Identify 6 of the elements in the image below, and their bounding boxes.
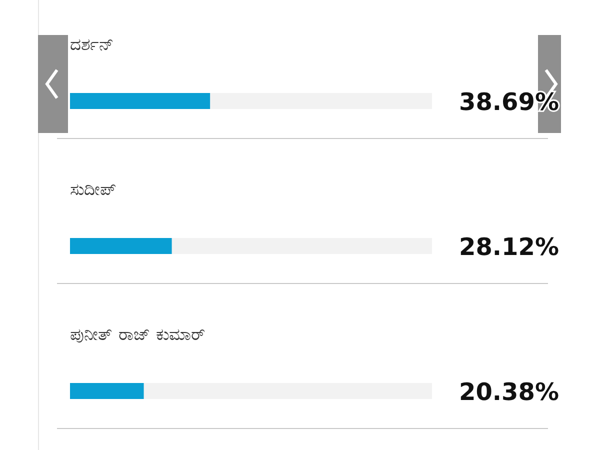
y-tick-label: ಪುನೀತ್ ರಾಜ್ ಕುಮಾರ್ — [70, 325, 206, 345]
y-tick-label: ದರ್ಶನ್ — [70, 35, 114, 55]
data-label: 38.69% — [459, 88, 559, 116]
data-label: 20.38% — [459, 378, 559, 406]
y-tick-label: ಸುದೀಪ್ — [70, 180, 117, 200]
data-label: 28.12% — [459, 233, 559, 261]
